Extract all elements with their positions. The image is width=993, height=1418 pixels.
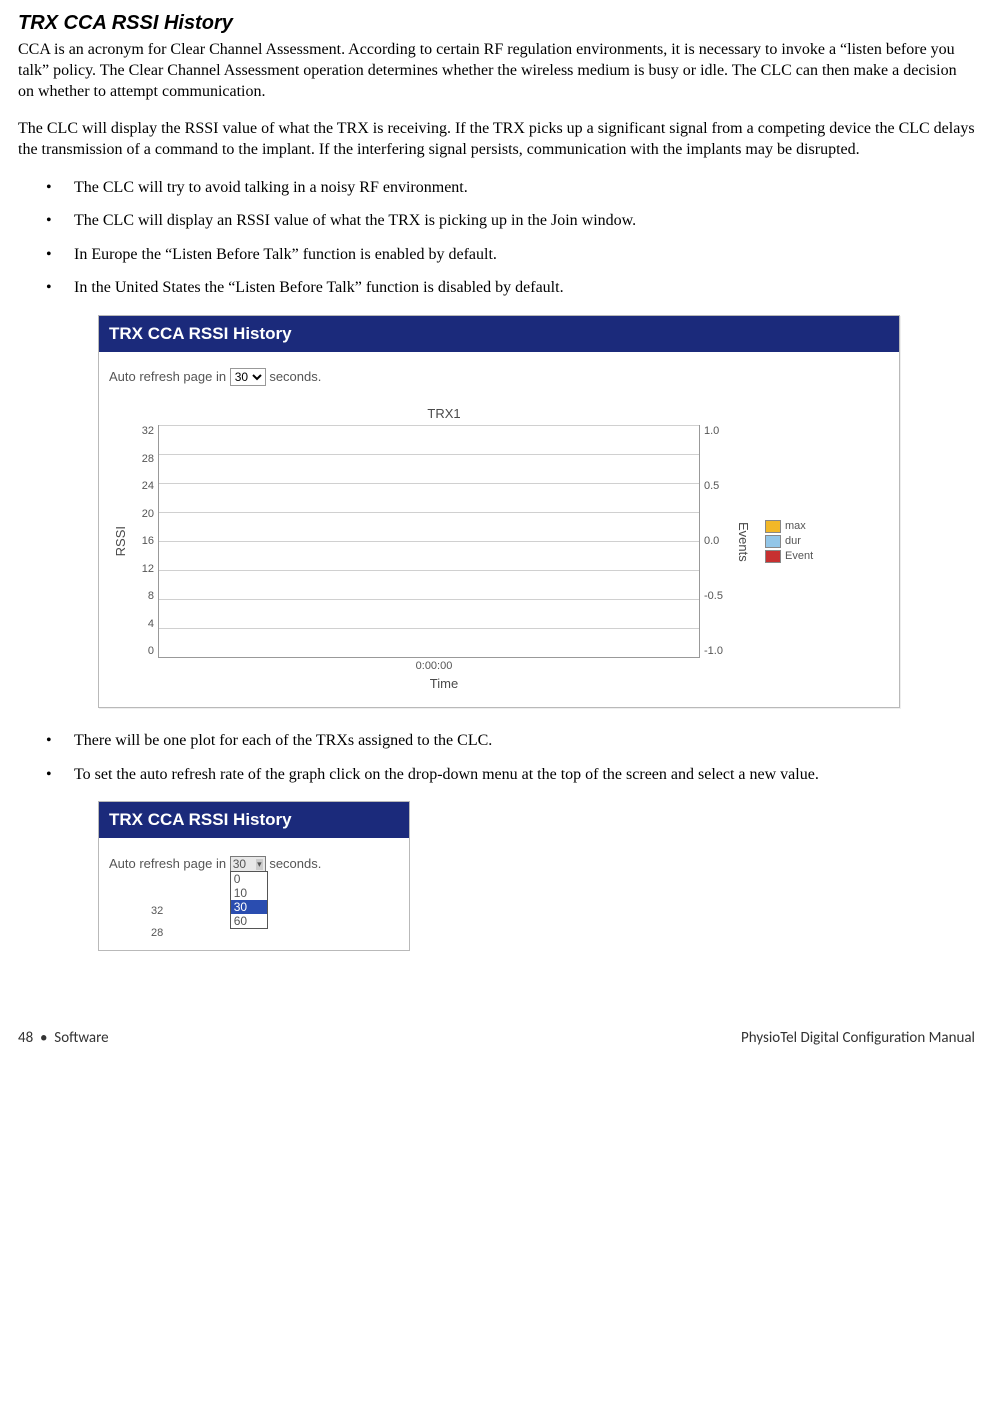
- paragraph-2: The CLC will display the RSSI value of w…: [18, 118, 975, 160]
- gridline: [159, 570, 699, 571]
- list-item: The CLC will display an RSSI value of wh…: [46, 210, 975, 232]
- y2-axis-ticks: 1.0 0.5 0.0 -0.5 -1.0: [700, 425, 730, 657]
- legend-swatch: [765, 520, 781, 533]
- gridline: [159, 512, 699, 513]
- y-tick: 4: [128, 618, 154, 630]
- legend-swatch: [765, 550, 781, 563]
- chevron-down-icon: ▾: [256, 859, 263, 870]
- x-axis-label: Time: [109, 676, 889, 691]
- footer-left: 48 • Software: [18, 1029, 109, 1047]
- legend-swatch: [765, 535, 781, 548]
- y2-tick: 0.0: [704, 535, 719, 547]
- list-item: There will be one plot for each of the T…: [46, 730, 975, 752]
- refresh-label-suffix: seconds.: [269, 856, 321, 871]
- legend-label: max: [785, 520, 806, 532]
- bullet-list-1: The CLC will try to avoid talking in a n…: [46, 177, 975, 299]
- refresh-select[interactable]: 30: [230, 368, 266, 386]
- y-tick: 32: [151, 900, 399, 922]
- dropdown-selected-text: 30: [233, 857, 246, 871]
- panel-title: TRX CCA RSSI History: [99, 802, 409, 838]
- page-footer: 48 • Software PhysioTel Digital Configur…: [0, 1023, 993, 1061]
- list-item: To set the auto refresh rate of the grap…: [46, 764, 975, 786]
- dropdown-option-selected[interactable]: 30: [231, 900, 267, 914]
- gridline: [159, 628, 699, 629]
- y-tick: 0: [128, 645, 154, 657]
- paragraph-1: CCA is an acronym for Clear Channel Asse…: [18, 39, 975, 102]
- y2-tick: -0.5: [704, 590, 723, 602]
- y-tick: 28: [151, 922, 399, 944]
- screenshot-chart-panel: TRX CCA RSSI History Auto refresh page i…: [98, 315, 900, 708]
- page-number: 48: [18, 1029, 33, 1047]
- dropdown-list[interactable]: 0 10 30 60: [230, 871, 268, 929]
- legend-label: dur: [785, 535, 801, 547]
- x-tick: 0:00:00: [164, 658, 704, 672]
- auto-refresh-row: Auto refresh page in 30 ▾ 0 10 30 60 sec…: [99, 838, 409, 950]
- chart-legend: max dur Event: [751, 520, 813, 563]
- y-axis-label: RSSI: [109, 526, 128, 556]
- y-tick: 28: [128, 453, 154, 465]
- y2-tick: 0.5: [704, 480, 719, 492]
- y-tick: 16: [128, 535, 154, 547]
- gridline: [159, 425, 699, 426]
- bullet-list-2: There will be one plot for each of the T…: [46, 730, 975, 785]
- y-tick: 24: [128, 480, 154, 492]
- gridline: [159, 541, 699, 542]
- refresh-label-suffix: seconds.: [266, 369, 322, 384]
- legend-item-dur: dur: [765, 535, 813, 548]
- gridline: [159, 599, 699, 600]
- dropdown-option[interactable]: 10: [231, 886, 267, 900]
- dropdown-option[interactable]: 60: [231, 914, 267, 928]
- plot-area: [158, 425, 700, 658]
- panel-title: TRX CCA RSSI History: [99, 316, 899, 352]
- chart-title: TRX1: [109, 406, 889, 421]
- y-tick: 8: [128, 590, 154, 602]
- section-heading: TRX CCA RSSI History: [18, 12, 975, 35]
- y-tick: 20: [128, 508, 154, 520]
- y2-tick: -1.0: [704, 645, 723, 657]
- dropdown-option[interactable]: 0: [231, 872, 267, 886]
- y-tick: 12: [128, 563, 154, 575]
- auto-refresh-row: Auto refresh page in 30 seconds.: [99, 352, 899, 400]
- footer-right: PhysioTel Digital Configuration Manual: [741, 1029, 975, 1047]
- y-tick: 32: [128, 425, 154, 437]
- footer-dot: •: [40, 1029, 47, 1047]
- list-item: In Europe the “Listen Before Talk” funct…: [46, 244, 975, 266]
- y2-axis-label: Events: [730, 522, 751, 562]
- refresh-label-prefix: Auto refresh page in: [109, 369, 230, 384]
- list-item: The CLC will try to avoid talking in a n…: [46, 177, 975, 199]
- list-item: In the United States the “Listen Before …: [46, 277, 975, 299]
- gridline: [159, 483, 699, 484]
- y2-tick: 1.0: [704, 425, 719, 437]
- chart-container: TRX1 RSSI 32 28 24 20 16 12 8 4 0: [99, 400, 899, 707]
- gridline: [159, 454, 699, 455]
- y-axis-ticks: 32 28 24 20 16 12 8 4 0: [128, 425, 158, 657]
- refresh-dropdown[interactable]: 30 ▾ 0 10 30 60: [230, 856, 266, 872]
- dropdown-selected[interactable]: 30 ▾: [230, 856, 266, 872]
- legend-label: Event: [785, 550, 813, 562]
- footer-section: Software: [54, 1029, 108, 1047]
- screenshot-dropdown-panel: TRX CCA RSSI History Auto refresh page i…: [98, 801, 410, 951]
- legend-item-event: Event: [765, 550, 813, 563]
- refresh-label-prefix: Auto refresh page in: [109, 856, 230, 871]
- legend-item-max: max: [765, 520, 813, 533]
